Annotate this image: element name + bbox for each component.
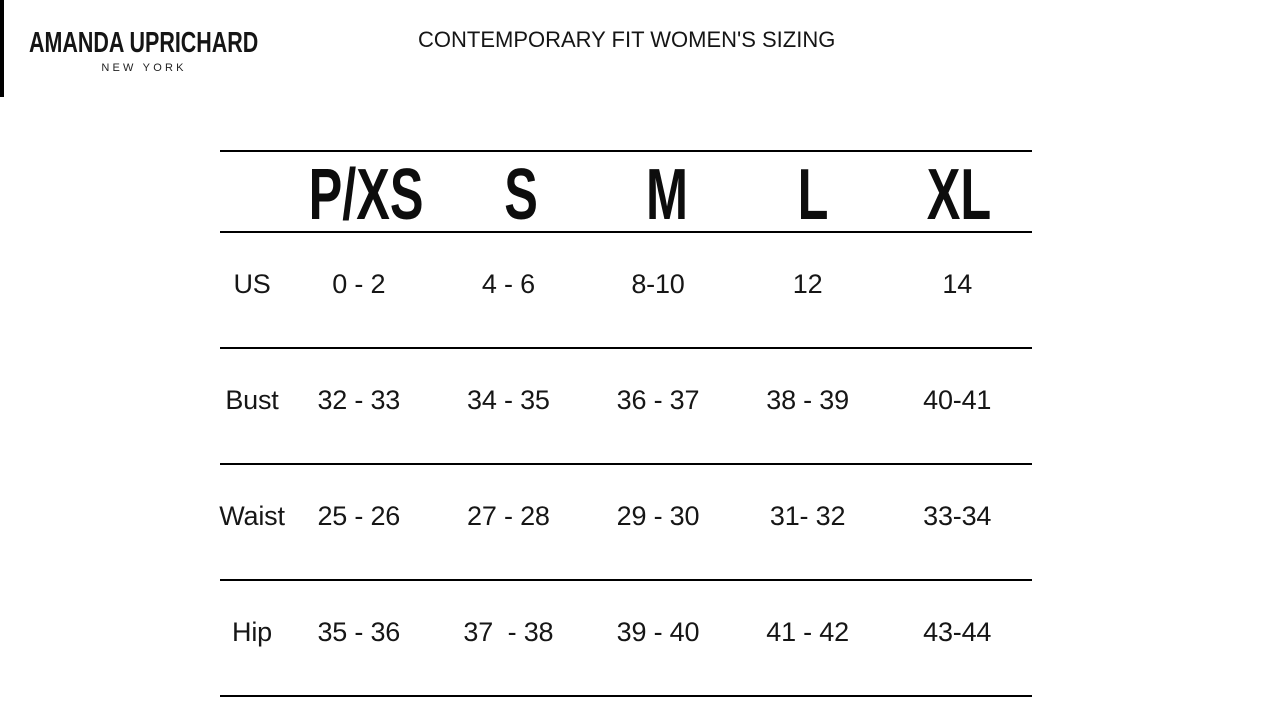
column-header-label: L <box>797 154 829 235</box>
column-header-s: S <box>448 152 594 231</box>
page-edge-mark <box>0 0 4 97</box>
sizing-table: P/XS S M L XL US 0 - 2 4 - 6 8-10 12 14 … <box>219 150 1032 697</box>
column-header-pxs: P/XS <box>284 152 448 231</box>
row-label: US <box>233 269 271 299</box>
column-header-label: XL <box>926 154 992 235</box>
table-header-row: P/XS S M L XL <box>220 152 1032 233</box>
brand-logo: AMANDA UPRICHARD NEW YORK <box>29 26 269 74</box>
size-cell: 43-44 <box>923 617 992 647</box>
size-cell: 32 - 33 <box>317 385 401 415</box>
size-cell: 29 - 30 <box>616 501 700 531</box>
size-cell: 14 <box>942 269 973 299</box>
size-cell: 31- 32 <box>769 501 846 531</box>
row-label: Waist <box>219 501 285 531</box>
column-header-l: L <box>740 152 886 231</box>
brand-name: AMANDA UPRICHARD <box>29 27 259 59</box>
column-header-label: S <box>504 154 538 235</box>
table-row-hip: Hip 35 - 36 37 - 38 39 - 40 41 - 42 43-4… <box>220 581 1032 697</box>
size-cell: 40-41 <box>923 385 992 415</box>
row-label: Bust <box>225 385 279 415</box>
size-cell: 4 - 6 <box>481 269 535 299</box>
table-row-bust: Bust 32 - 33 34 - 35 36 - 37 38 - 39 40-… <box>220 349 1032 465</box>
column-header-m: M <box>594 152 740 231</box>
table-row-us: US 0 - 2 4 - 6 8-10 12 14 <box>220 233 1032 349</box>
brand-subtitle: NEW YORK <box>101 62 187 74</box>
table-row-waist: Waist 25 - 26 27 - 28 29 - 30 31- 32 33-… <box>219 465 1032 581</box>
size-cell: 37 - 38 <box>463 617 554 647</box>
size-cell: 27 - 28 <box>467 501 550 531</box>
row-label: Hip <box>232 617 272 647</box>
size-cell: 35 - 36 <box>317 617 401 647</box>
size-cell: 12 <box>792 269 823 299</box>
size-cell: 36 - 37 <box>616 385 700 415</box>
page-title: CONTEMPORARY FIT WOMEN'S SIZING <box>418 27 836 52</box>
size-cell: 41 - 42 <box>766 617 849 647</box>
size-cell: 34 - 35 <box>467 385 550 415</box>
size-cell: 0 - 2 <box>332 269 386 299</box>
column-header-xl: XL <box>886 152 1032 231</box>
size-cell: 38 - 39 <box>766 385 849 415</box>
column-header-label: M <box>646 154 689 235</box>
size-cell: 33-34 <box>923 501 992 531</box>
size-cell: 8-10 <box>631 269 685 299</box>
header-empty-cell <box>220 152 284 231</box>
size-cell: 25 - 26 <box>317 501 401 531</box>
column-header-label: P/XS <box>308 154 424 235</box>
size-cell: 39 - 40 <box>616 617 700 647</box>
